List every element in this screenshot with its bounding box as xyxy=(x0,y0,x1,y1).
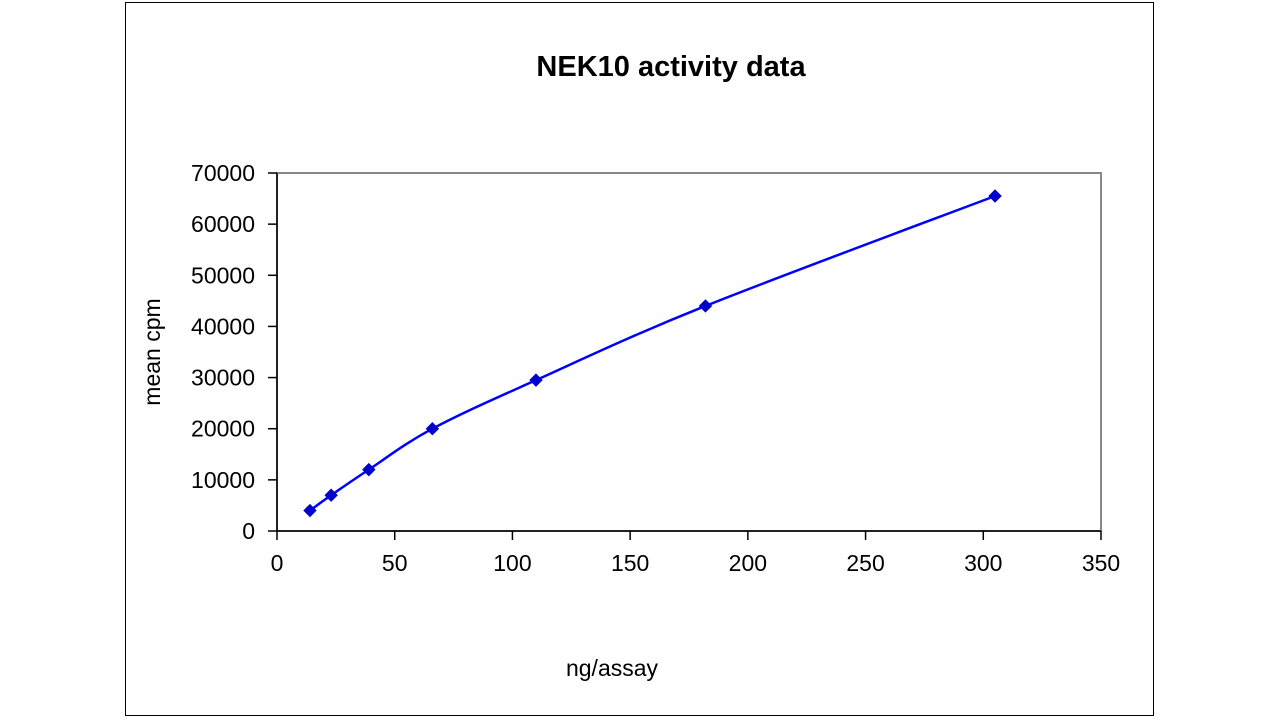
data-point-marker xyxy=(425,422,440,436)
x-axis-label: ng/assay xyxy=(566,655,659,681)
data-point-marker xyxy=(303,503,317,518)
y-tick-label: 10000 xyxy=(191,467,255,493)
x-tick-label: 150 xyxy=(611,550,649,576)
plot-area xyxy=(276,172,1102,532)
x-tick-label: 250 xyxy=(846,550,884,576)
y-axis-label: mean cpm xyxy=(139,298,165,405)
x-tick-label: 300 xyxy=(964,550,1002,576)
y-axis-ticks: 0 10000 20000 30000 40000 50000 60000 70000 xyxy=(191,160,277,544)
data-point-marker xyxy=(362,462,376,477)
data-point-marker xyxy=(698,299,713,313)
y-tick-label: 40000 xyxy=(191,313,255,339)
y-tick-label: 20000 xyxy=(191,416,255,442)
y-tick-label: 60000 xyxy=(191,211,255,237)
y-tick-label: 0 xyxy=(242,518,255,544)
chart-title: NEK10 activity data xyxy=(536,51,806,83)
x-tick-label: 100 xyxy=(493,550,531,576)
data-point-marker xyxy=(324,488,338,502)
y-tick-label: 30000 xyxy=(191,365,255,391)
y-tick-label: 70000 xyxy=(191,160,255,186)
y-tick-label: 50000 xyxy=(191,262,255,288)
data-point-marker xyxy=(988,189,1002,203)
x-axis-ticks: 0 50 100 150 200 250 300 350 xyxy=(271,531,1120,576)
data-point-marker xyxy=(529,373,543,387)
x-tick-label: 350 xyxy=(1082,550,1120,576)
chart-frame xyxy=(125,2,1154,716)
x-tick-label: 200 xyxy=(729,550,767,576)
x-tick-label: 50 xyxy=(382,550,408,576)
x-tick-label: 0 xyxy=(271,550,284,576)
series-group xyxy=(303,189,1002,518)
series-line xyxy=(309,194,996,512)
